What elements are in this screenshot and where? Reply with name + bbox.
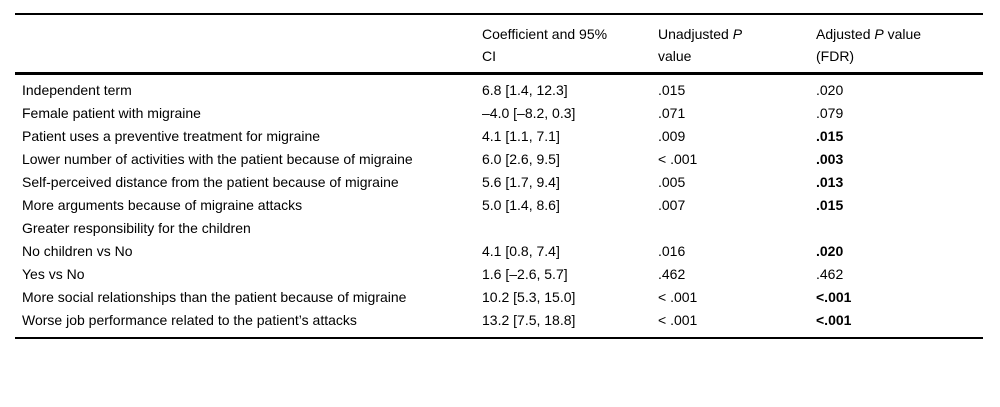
table-body: Independent term 6.8 [1.4, 12.3] .015 .0… bbox=[15, 74, 983, 339]
unadjusted-p-cell: .009 bbox=[658, 128, 686, 144]
row-label: Patient uses a preventive treatment for … bbox=[22, 128, 321, 144]
table-row: Self-perceived distance from the patient… bbox=[15, 171, 983, 194]
unadjusted-p-cell: < .001 bbox=[658, 312, 698, 328]
row-label-cell: Yes vs No bbox=[15, 263, 475, 286]
row-label-cell: Independent term bbox=[15, 74, 475, 103]
header-unadjusted-p-italic: P bbox=[732, 26, 743, 42]
row-label: More arguments because of migraine attac… bbox=[22, 197, 303, 213]
header-row: Coefficient and 95% CI Unadjusted P valu… bbox=[15, 14, 983, 74]
header-coefficient-line1: Coefficient and 95% bbox=[482, 26, 608, 42]
adjusted-p-cell: .079 bbox=[816, 105, 844, 121]
unadjusted-p-cell: < .001 bbox=[658, 151, 698, 167]
table-row: Lower number of activities with the pati… bbox=[15, 148, 983, 171]
table-row: Patient uses a preventive treatment for … bbox=[15, 125, 983, 148]
adjusted-p-cell: .003 bbox=[816, 151, 844, 167]
header-coefficient-line2: CI bbox=[482, 48, 496, 64]
unadjusted-p-cell: .016 bbox=[658, 243, 686, 259]
table-row: Greater responsibility for the children bbox=[15, 217, 983, 240]
adjusted-p-cell: .015 bbox=[816, 128, 844, 144]
row-label: More social relationships than the patie… bbox=[22, 289, 407, 305]
coefficient-ci-cell: 4.1 [0.8, 7.4] bbox=[482, 243, 560, 259]
row-label: Independent term bbox=[22, 82, 132, 98]
unadjusted-p-cell: .462 bbox=[658, 266, 686, 282]
table-row: Worse job performance related to the pat… bbox=[15, 309, 983, 338]
coefficient-ci-cell: 5.0 [1.4, 8.6] bbox=[482, 197, 560, 213]
row-label-cell: Self-perceived distance from the patient… bbox=[15, 171, 475, 194]
table-row: No children vs No 4.1 [0.8, 7.4] .016 .0… bbox=[15, 240, 983, 263]
coefficient-ci-cell: 5.6 [1.7, 9.4] bbox=[482, 174, 560, 190]
table-row: More arguments because of migraine attac… bbox=[15, 194, 983, 217]
header-coefficient-ci: Coefficient and 95% CI bbox=[475, 14, 651, 74]
coefficient-ci-cell: 6.8 [1.4, 12.3] bbox=[482, 82, 568, 98]
regression-results-table: Coefficient and 95% CI Unadjusted P valu… bbox=[15, 13, 983, 339]
row-label: Greater responsibility for the children bbox=[22, 220, 251, 236]
coefficient-ci-cell: 1.6 [–2.6, 5.7] bbox=[482, 266, 568, 282]
adjusted-p-cell: <.001 bbox=[816, 312, 852, 328]
row-label-cell: More arguments because of migraine attac… bbox=[15, 194, 475, 217]
row-label: Worse job performance related to the pat… bbox=[22, 312, 357, 328]
adjusted-p-cell: .462 bbox=[816, 266, 844, 282]
table-header: Coefficient and 95% CI Unadjusted P valu… bbox=[15, 14, 983, 74]
coefficient-ci-cell: –4.0 [–8.2, 0.3] bbox=[482, 105, 576, 121]
adjusted-p-cell: .013 bbox=[816, 174, 844, 190]
adjusted-p-cell: .020 bbox=[816, 243, 844, 259]
row-label-cell: Greater responsibility for the children bbox=[15, 217, 475, 240]
header-adjusted-post: value bbox=[883, 26, 922, 42]
coefficient-ci-cell bbox=[475, 217, 651, 240]
coefficient-ci-cell: 13.2 [7.5, 18.8] bbox=[482, 312, 576, 328]
header-stub bbox=[15, 14, 475, 74]
header-unadjusted-line2: value bbox=[658, 48, 692, 64]
header-adjusted-p-italic: P bbox=[874, 26, 884, 42]
table-row: Yes vs No 1.6 [–2.6, 5.7] .462 .462 bbox=[15, 263, 983, 286]
coefficient-ci-cell: 4.1 [1.1, 7.1] bbox=[482, 128, 560, 144]
unadjusted-p-cell: .015 bbox=[658, 82, 686, 98]
table-row: More social relationships than the patie… bbox=[15, 286, 983, 309]
table-container: Coefficient and 95% CI Unadjusted P valu… bbox=[15, 13, 983, 339]
coefficient-ci-cell: 6.0 [2.6, 9.5] bbox=[482, 151, 560, 167]
row-label-cell: Patient uses a preventive treatment for … bbox=[15, 125, 475, 148]
header-unadjusted-p: Unadjusted P value bbox=[651, 14, 809, 74]
row-label: No children vs No bbox=[22, 243, 133, 259]
adjusted-p-cell: .020 bbox=[816, 82, 844, 98]
row-label-cell: More social relationships than the patie… bbox=[15, 286, 475, 309]
unadjusted-p-cell bbox=[651, 217, 809, 240]
row-label: Yes vs No bbox=[22, 266, 85, 282]
row-label-cell: Worse job performance related to the pat… bbox=[15, 309, 475, 338]
unadjusted-p-cell: .005 bbox=[658, 174, 686, 190]
adjusted-p-cell bbox=[809, 217, 983, 240]
row-label: Lower number of activities with the pati… bbox=[22, 151, 413, 167]
row-label-cell: No children vs No bbox=[15, 240, 475, 263]
header-adjusted-p-fdr: Adjusted P value (FDR) bbox=[809, 14, 983, 74]
row-label: Female patient with migraine bbox=[22, 105, 201, 121]
row-label: Self-perceived distance from the patient… bbox=[22, 174, 399, 190]
header-unadjusted-pre: Unadjusted bbox=[658, 26, 733, 42]
table-row: Independent term 6.8 [1.4, 12.3] .015 .0… bbox=[15, 74, 983, 103]
coefficient-ci-cell: 10.2 [5.3, 15.0] bbox=[482, 289, 576, 305]
unadjusted-p-cell: .007 bbox=[658, 197, 686, 213]
adjusted-p-cell: <.001 bbox=[816, 289, 852, 305]
unadjusted-p-cell: < .001 bbox=[658, 289, 698, 305]
header-adjusted-pre: Adjusted bbox=[816, 26, 875, 42]
adjusted-p-cell: .015 bbox=[816, 197, 844, 213]
table-row: Female patient with migraine –4.0 [–8.2,… bbox=[15, 102, 983, 125]
unadjusted-p-cell: .071 bbox=[658, 105, 686, 121]
row-label-cell: Female patient with migraine bbox=[15, 102, 475, 125]
header-adjusted-line2: (FDR) bbox=[816, 48, 855, 64]
row-label-cell: Lower number of activities with the pati… bbox=[15, 148, 475, 171]
